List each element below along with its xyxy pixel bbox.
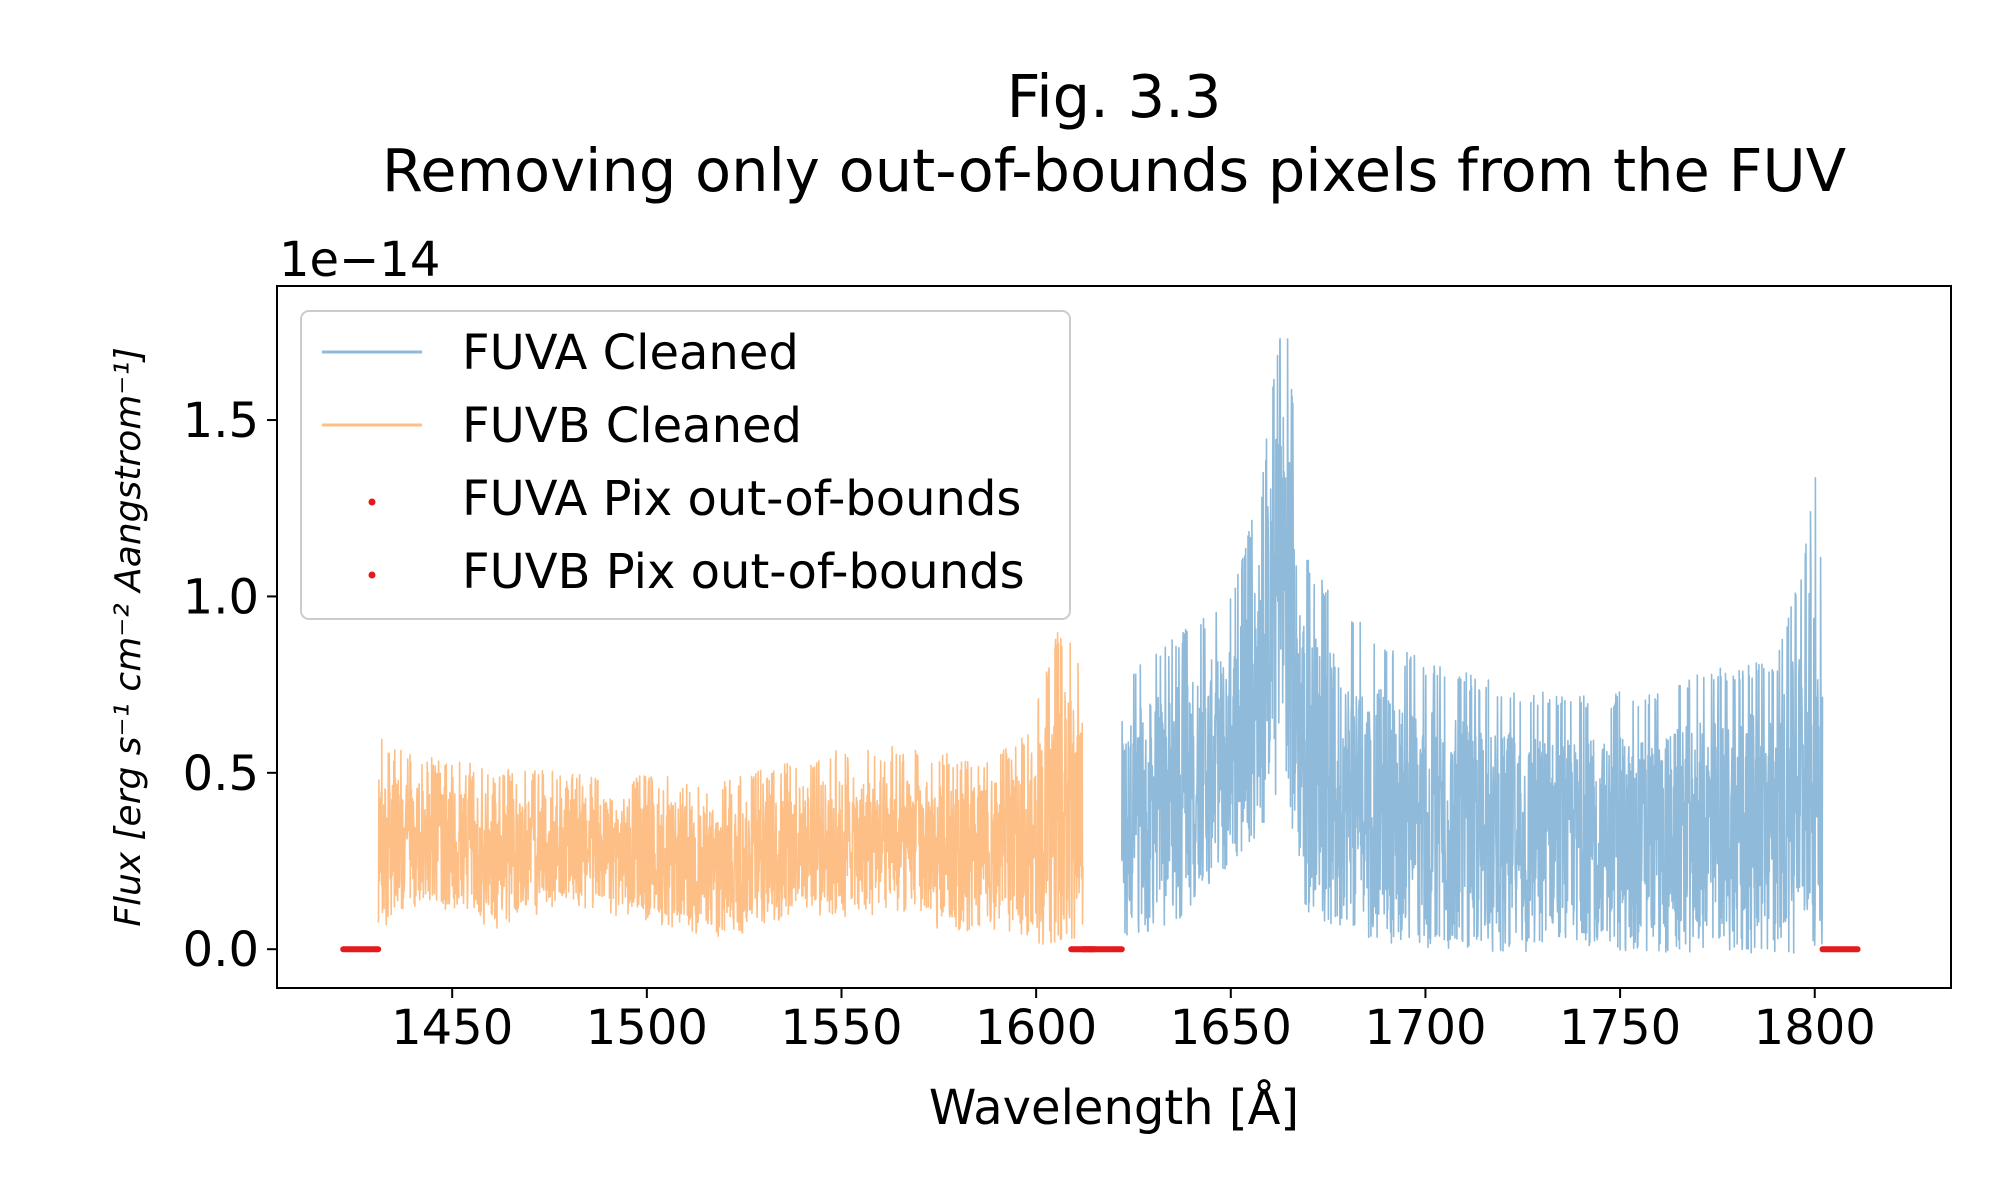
plot-area bbox=[340, 337, 1861, 954]
chart-title: Fig. 3.3 bbox=[1007, 62, 1222, 131]
y-tick-label: 0.0 bbox=[183, 922, 259, 978]
legend-box bbox=[300, 310, 1071, 620]
legend: FUVA Cleaned FUVB Cleaned FUVA Pix out-of-… bbox=[300, 310, 1071, 620]
x-tick-label: 1550 bbox=[780, 1000, 902, 1056]
x-tick-label: 1500 bbox=[586, 1000, 708, 1056]
out-of-bounds-point bbox=[1118, 946, 1125, 953]
x-tick-label: 1700 bbox=[1364, 1000, 1486, 1056]
out-of-bounds-point bbox=[1091, 946, 1098, 953]
legend-label: FUVA Pix out-of-bounds bbox=[462, 471, 1021, 527]
out-of-bounds-point bbox=[1854, 946, 1861, 953]
chart-subtitle: Removing only out-of-bounds pixels from … bbox=[382, 136, 1846, 205]
x-tick-label: 1650 bbox=[1170, 1000, 1292, 1056]
y-axis-label: Flux [erg s⁻¹ cm⁻² Aangstrom⁻¹] bbox=[108, 347, 149, 927]
out-of-bounds-point bbox=[375, 946, 382, 953]
legend-point-swatch bbox=[368, 498, 376, 506]
x-axis: 1450 1500 1550 1600 1650 1700 1750 1800 bbox=[391, 988, 1876, 1056]
x-tick-label: 1450 bbox=[391, 1000, 513, 1056]
series-line-fuvb-cleaned bbox=[377, 632, 1084, 945]
x-tick-label: 1800 bbox=[1754, 1000, 1876, 1056]
y-tick-label: 1.0 bbox=[183, 569, 259, 625]
legend-label: FUVA Cleaned bbox=[462, 325, 799, 381]
axes-frame bbox=[276, 285, 1952, 989]
legend-label: FUVB Pix out-of-bounds bbox=[462, 544, 1025, 600]
y-axis: 0.0 0.5 1.0 1.5 bbox=[183, 393, 277, 978]
series-points-fuvb-out-of-bounds bbox=[340, 946, 1098, 953]
y-tick-label: 1.5 bbox=[183, 393, 259, 449]
legend-label: FUVB Cleaned bbox=[462, 398, 802, 454]
y-offset-label: 1e−14 bbox=[279, 232, 440, 288]
y-tick-label: 0.5 bbox=[183, 746, 259, 802]
legend-point-swatch bbox=[368, 571, 376, 579]
x-axis-label: Wavelength [Å] bbox=[929, 1079, 1299, 1136]
x-tick-label: 1600 bbox=[975, 1000, 1097, 1056]
series-line-fuva-cleaned bbox=[1121, 337, 1824, 954]
x-tick-label: 1750 bbox=[1559, 1000, 1681, 1056]
